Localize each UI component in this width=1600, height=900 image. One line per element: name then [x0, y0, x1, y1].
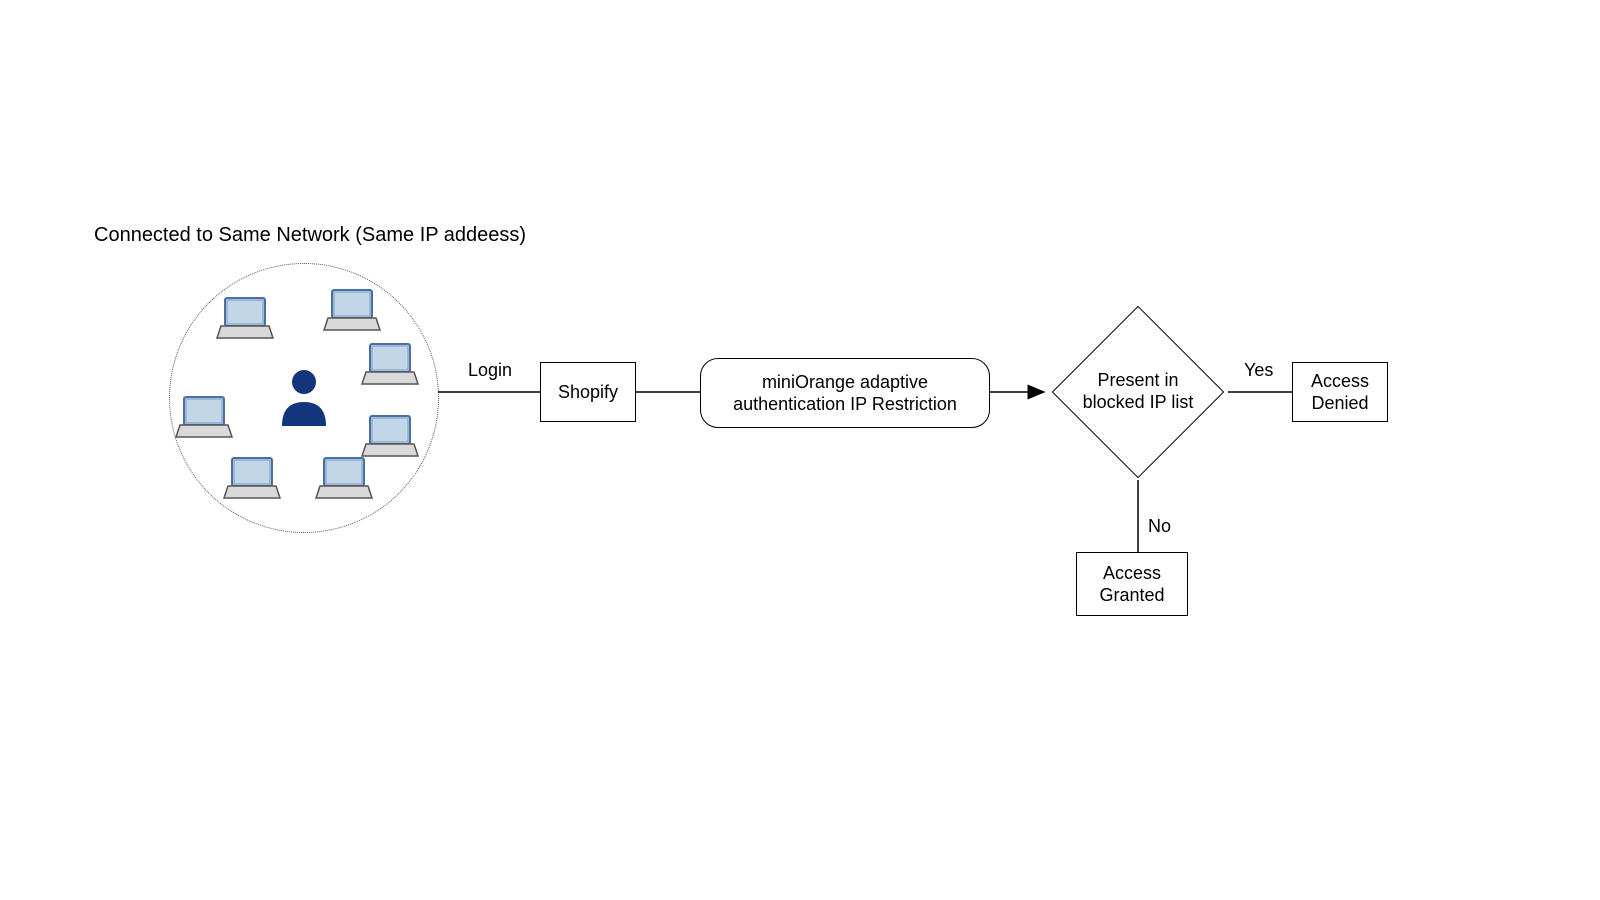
user-icon — [278, 368, 330, 431]
node-label: Access Granted — [1085, 562, 1179, 607]
edge-label-yes: Yes — [1242, 360, 1275, 381]
laptop-icon — [174, 395, 234, 440]
node-label: Present in blocked IP list — [1070, 370, 1206, 413]
node-access-granted: Access Granted — [1076, 552, 1188, 616]
node-miniorange: miniOrange adaptive authentication IP Re… — [700, 358, 990, 428]
flowchart-canvas: Connected to Same Network (Same IP addee… — [0, 0, 1600, 900]
laptop-icon — [222, 456, 282, 501]
laptop-icon — [215, 296, 275, 341]
edge-label-login: Login — [466, 360, 514, 381]
node-shopify: Shopify — [540, 362, 636, 422]
diagram-title: Connected to Same Network (Same IP addee… — [94, 224, 526, 247]
node-label: Shopify — [558, 381, 618, 404]
node-label: miniOrange adaptive authentication IP Re… — [709, 371, 981, 416]
node-decision: Present in blocked IP list — [1052, 306, 1224, 478]
node-access-denied: Access Denied — [1292, 362, 1388, 422]
laptop-icon — [322, 288, 382, 333]
laptop-icon — [314, 456, 374, 501]
laptop-icon — [360, 414, 420, 459]
edge-label-no: No — [1146, 516, 1173, 537]
node-label: Access Denied — [1301, 370, 1379, 415]
laptop-icon — [360, 342, 420, 387]
